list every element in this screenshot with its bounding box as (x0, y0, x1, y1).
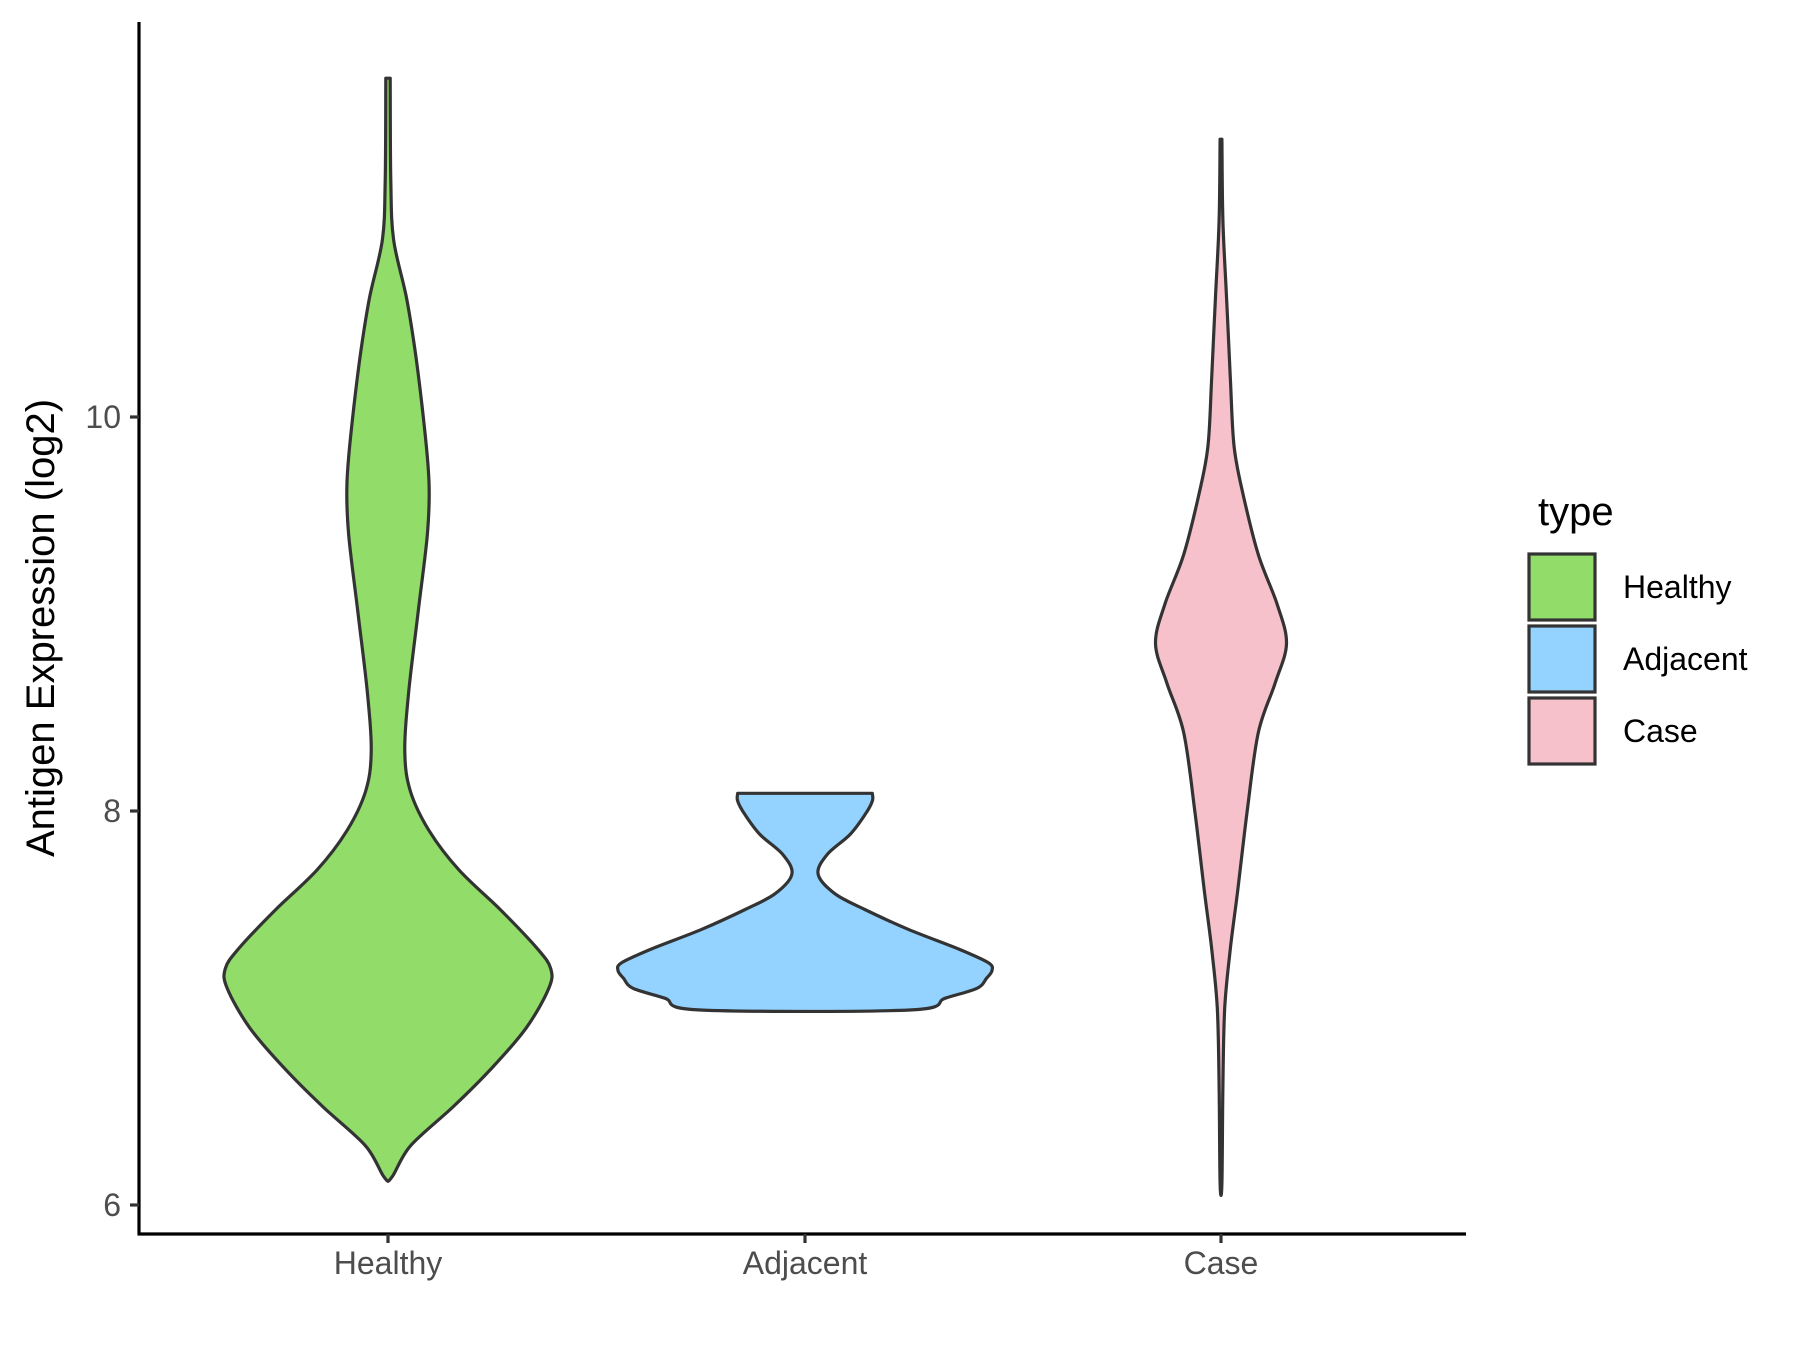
legend-swatch-adjacent (1527, 624, 1597, 694)
y-tick-label: 10 (85, 399, 121, 435)
y-axis-title: Antigen Expression (log2) (19, 399, 63, 857)
legend-entries: Healthy Adjacent Case (1527, 552, 1748, 766)
axes-layer (137, 22, 1466, 1236)
x-tick-label: Adjacent (743, 1245, 868, 1281)
legend: type Healthy Adjacent Case (1527, 490, 1748, 766)
violin-healthy (222, 76, 554, 1183)
y-tick-label: 6 (103, 1187, 121, 1223)
legend-swatch-healthy (1527, 552, 1597, 622)
y-ticks: 6 8 10 (85, 399, 139, 1223)
x-ticks: Healthy Adjacent Case (334, 1234, 1259, 1281)
x-tick-label: Case (1184, 1245, 1259, 1281)
legend-label-case: Case (1623, 713, 1698, 749)
legend-label-adjacent: Adjacent (1623, 641, 1748, 677)
legend-swatch-case (1527, 696, 1597, 766)
violin-case (1153, 137, 1289, 1197)
y-tick-label: 8 (103, 793, 121, 829)
violins-layer (222, 76, 1289, 1197)
x-tick-label: Healthy (334, 1245, 443, 1281)
legend-title: type (1538, 490, 1614, 534)
legend-label-healthy: Healthy (1623, 569, 1732, 605)
violin-adjacent (615, 791, 995, 1014)
